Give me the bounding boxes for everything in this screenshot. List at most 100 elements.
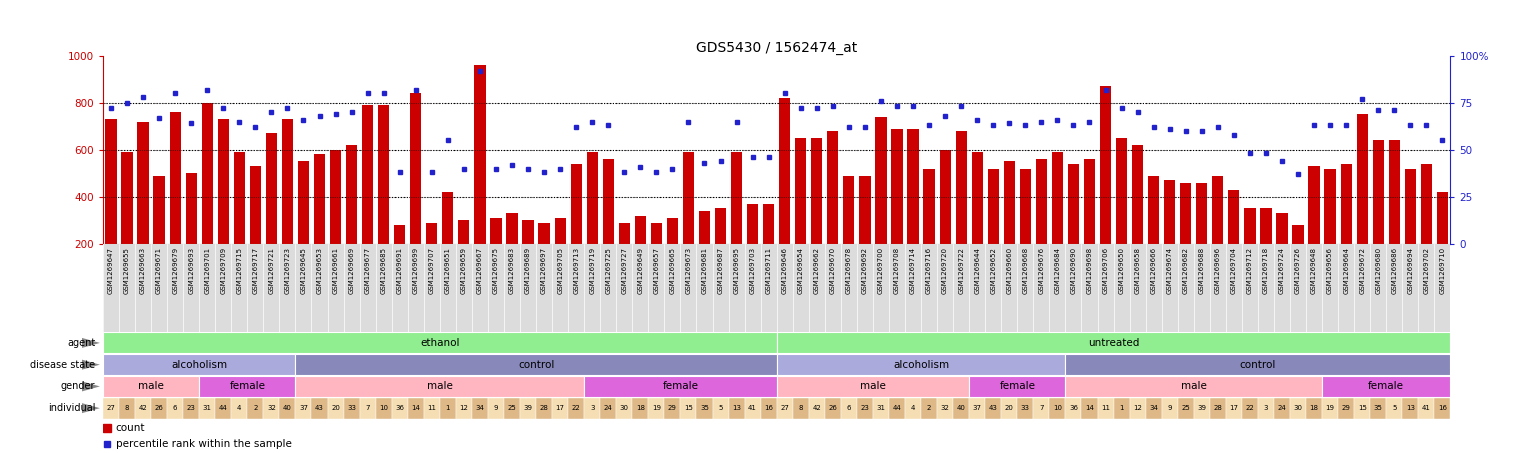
Bar [456, 398, 472, 419]
Bar [777, 333, 1450, 353]
Text: 20: 20 [1005, 405, 1014, 411]
Text: 33: 33 [347, 405, 356, 411]
Text: 9: 9 [494, 405, 498, 411]
Text: GSM1269712: GSM1269712 [1248, 247, 1254, 294]
Text: GSM1269694: GSM1269694 [1408, 247, 1413, 294]
Bar [1052, 152, 1063, 244]
Bar [183, 398, 200, 419]
Bar [666, 218, 678, 244]
Bar [504, 398, 519, 419]
Text: disease state: disease state [30, 360, 95, 370]
Bar [760, 398, 777, 419]
Bar [394, 225, 406, 244]
Text: GSM1269672: GSM1269672 [1360, 247, 1366, 294]
Bar [327, 398, 344, 419]
Text: GSM1269703: GSM1269703 [749, 247, 755, 294]
Text: GSM1269684: GSM1269684 [1054, 247, 1060, 294]
Text: GSM1269686: GSM1269686 [1391, 247, 1397, 294]
Text: 24: 24 [1278, 405, 1287, 411]
Bar [392, 398, 407, 419]
Bar [215, 398, 232, 419]
Bar [266, 133, 277, 244]
Bar [777, 376, 969, 397]
Text: 30: 30 [1293, 405, 1302, 411]
Text: GSM1269660: GSM1269660 [1007, 247, 1013, 294]
Bar [439, 398, 456, 419]
Text: 27: 27 [780, 405, 789, 411]
Text: GSM1269645: GSM1269645 [300, 247, 306, 294]
Bar [375, 398, 392, 419]
Bar [344, 398, 360, 419]
Bar [1260, 208, 1272, 244]
Text: GSM1269701: GSM1269701 [204, 247, 210, 294]
Bar [1036, 159, 1048, 244]
Bar [362, 105, 374, 244]
Bar [940, 149, 951, 244]
Bar [892, 129, 902, 244]
Bar [506, 213, 518, 244]
Text: 39: 39 [524, 405, 533, 411]
Bar [442, 192, 454, 244]
Bar [347, 145, 357, 244]
Bar [1066, 376, 1322, 397]
Text: male: male [427, 381, 453, 391]
Bar [280, 398, 295, 419]
Bar [568, 398, 584, 419]
Bar [167, 398, 183, 419]
Text: GSM1269704: GSM1269704 [1231, 247, 1237, 294]
Bar [491, 218, 501, 244]
Text: GSM1269652: GSM1269652 [990, 247, 996, 294]
Bar [1245, 208, 1255, 244]
Bar [200, 376, 295, 397]
Text: control: control [518, 360, 554, 370]
Text: GSM1269690: GSM1269690 [1070, 247, 1076, 294]
Bar [937, 398, 954, 419]
Text: 5: 5 [1391, 405, 1396, 411]
Text: 25: 25 [507, 405, 516, 411]
Text: GSM1269719: GSM1269719 [589, 247, 595, 294]
Bar [1258, 398, 1273, 419]
Text: 26: 26 [154, 405, 164, 411]
Bar [488, 398, 504, 419]
Text: GSM1269661: GSM1269661 [333, 247, 339, 294]
Text: 31: 31 [877, 405, 886, 411]
Text: 13: 13 [1407, 405, 1414, 411]
Text: GSM1269678: GSM1269678 [846, 247, 852, 294]
Bar [860, 176, 871, 244]
Bar [1437, 192, 1447, 244]
Text: 29: 29 [1341, 405, 1350, 411]
Bar [1276, 213, 1287, 244]
Bar [1066, 354, 1450, 375]
Bar [1161, 398, 1178, 419]
Text: GSM1269647: GSM1269647 [107, 247, 114, 294]
Text: 20: 20 [332, 405, 341, 411]
Text: 1: 1 [445, 405, 450, 411]
Text: 27: 27 [106, 405, 115, 411]
Bar [103, 398, 120, 419]
Text: 28: 28 [1213, 405, 1222, 411]
Text: GSM1269700: GSM1269700 [878, 247, 884, 294]
Text: 42: 42 [139, 405, 147, 411]
Bar [459, 220, 469, 244]
Bar [539, 222, 550, 244]
Bar [1293, 225, 1304, 244]
Text: 15: 15 [684, 405, 693, 411]
Text: untreated: untreated [1089, 338, 1139, 348]
Text: 23: 23 [186, 405, 195, 411]
Bar [795, 138, 807, 244]
Text: 8: 8 [124, 405, 129, 411]
Bar [699, 211, 710, 244]
Bar [1049, 398, 1066, 419]
Bar [905, 398, 921, 419]
Bar [954, 398, 969, 419]
Bar [924, 169, 934, 244]
Bar [600, 398, 616, 419]
Text: GSM1269682: GSM1269682 [1182, 247, 1188, 294]
Bar [282, 119, 294, 244]
Text: 35: 35 [699, 405, 709, 411]
Bar [186, 173, 197, 244]
Text: 6: 6 [173, 405, 177, 411]
Text: GSM1269671: GSM1269671 [156, 247, 162, 294]
Text: 8: 8 [798, 405, 802, 411]
Text: 3: 3 [1264, 405, 1269, 411]
